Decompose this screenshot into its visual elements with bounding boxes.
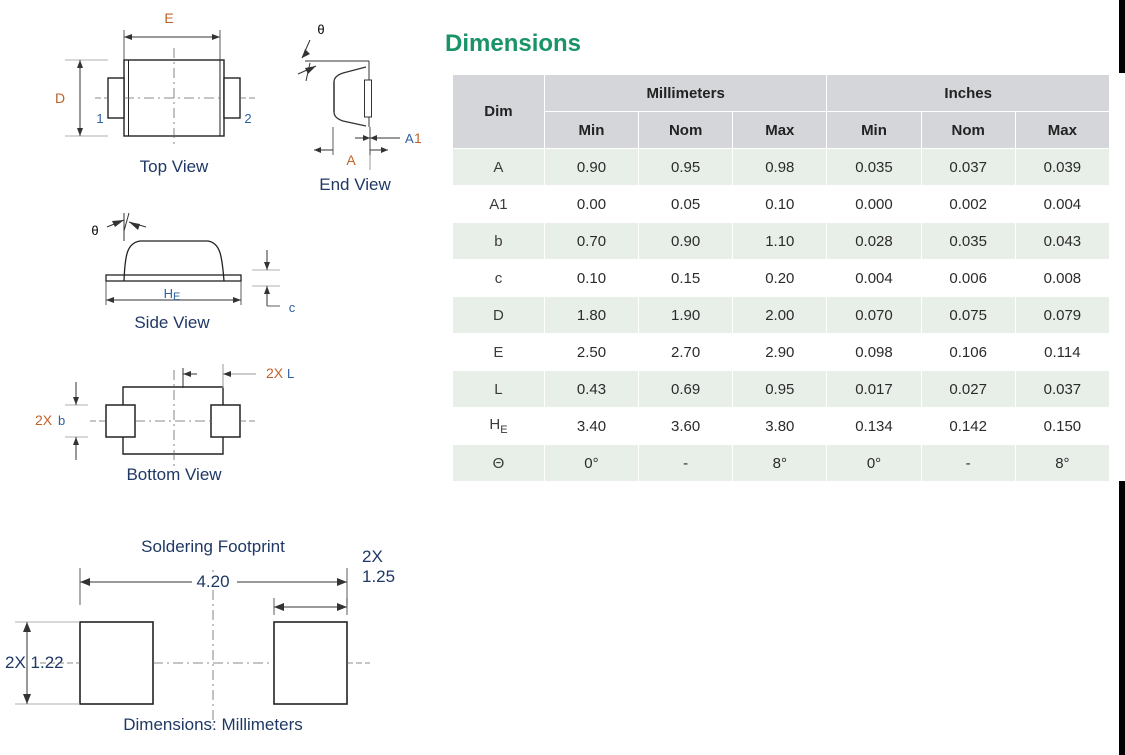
svg-text:Dimensions: Millimeters: Dimensions: Millimeters xyxy=(123,715,302,734)
svg-text:2X 1.22: 2X 1.22 xyxy=(5,653,64,672)
svg-text:b: b xyxy=(58,413,65,428)
svg-text:Top View: Top View xyxy=(140,157,209,176)
svg-text:A: A xyxy=(405,131,414,146)
svg-text:Bottom View: Bottom View xyxy=(126,465,222,484)
svg-text:D: D xyxy=(55,90,65,106)
svg-text:θ: θ xyxy=(317,22,324,37)
svg-text:1: 1 xyxy=(414,130,422,146)
svg-text:2X: 2X xyxy=(362,547,383,566)
svg-text:θ: θ xyxy=(91,223,98,238)
svg-text:Side View: Side View xyxy=(134,313,210,332)
svg-text:End View: End View xyxy=(319,175,391,194)
svg-text:c: c xyxy=(289,300,296,315)
svg-text:E: E xyxy=(164,10,173,26)
svg-text:1.25: 1.25 xyxy=(362,567,395,586)
svg-text:2X: 2X xyxy=(35,412,53,428)
svg-text:A: A xyxy=(346,152,356,168)
svg-text:2: 2 xyxy=(244,111,251,126)
svg-text:4.20: 4.20 xyxy=(196,572,229,591)
svg-text:1: 1 xyxy=(96,111,103,126)
svg-text:2X: 2X xyxy=(266,365,284,381)
svg-text:L: L xyxy=(287,366,294,381)
svg-text:HE: HE xyxy=(164,286,181,303)
svg-text:Soldering Footprint: Soldering Footprint xyxy=(141,537,285,556)
